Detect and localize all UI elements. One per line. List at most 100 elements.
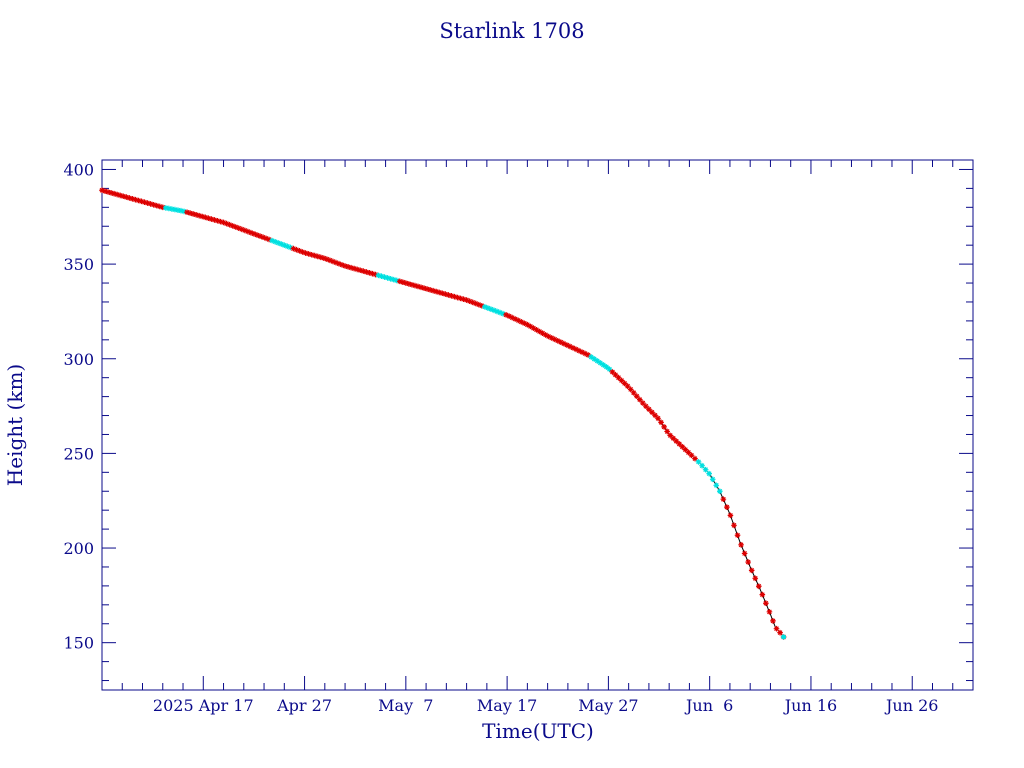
data-point-marker bbox=[582, 350, 588, 357]
data-point-marker bbox=[172, 206, 178, 213]
data-point-marker bbox=[193, 211, 199, 218]
data-point-marker bbox=[260, 234, 266, 241]
data-point-marker bbox=[709, 476, 716, 483]
data-point-marker bbox=[284, 243, 291, 250]
data-point-marker bbox=[384, 275, 391, 281]
data-point-marker bbox=[217, 218, 224, 225]
data-point-marker bbox=[652, 412, 658, 419]
data-point-marker bbox=[311, 252, 318, 259]
data-point-marker bbox=[153, 202, 160, 209]
data-point-marker bbox=[748, 567, 755, 574]
data-point-marker bbox=[387, 275, 394, 282]
data-point-marker bbox=[488, 306, 494, 312]
data-point-marker bbox=[242, 227, 248, 234]
data-point-marker bbox=[187, 210, 193, 216]
y-axis-label: Height (km) bbox=[3, 364, 27, 486]
data-point-marker bbox=[600, 362, 607, 368]
data-point-marker bbox=[302, 250, 309, 256]
data-point-marker bbox=[238, 226, 245, 233]
data-point-marker bbox=[129, 196, 136, 202]
data-point-marker bbox=[646, 406, 652, 413]
data-point-marker bbox=[178, 207, 184, 214]
data-point-marker bbox=[208, 216, 215, 222]
data-point-marker bbox=[317, 254, 324, 261]
data-point-marker bbox=[542, 332, 549, 338]
data-point-marker bbox=[281, 242, 288, 248]
data-point-marker bbox=[120, 193, 127, 200]
data-point-marker bbox=[333, 259, 339, 266]
data-point-marker bbox=[603, 364, 610, 370]
data-point-marker bbox=[633, 393, 640, 400]
data-point-marker bbox=[731, 522, 737, 529]
data-point-marker bbox=[636, 396, 643, 403]
data-point-marker bbox=[305, 251, 312, 257]
data-point-marker bbox=[308, 251, 315, 258]
data-point-marker bbox=[491, 307, 497, 314]
data-point-marker bbox=[688, 452, 695, 459]
x-tick-label: May 7 bbox=[378, 696, 433, 715]
y-tick-label: 200 bbox=[63, 539, 94, 558]
data-point-marker bbox=[475, 301, 482, 308]
data-point-marker bbox=[314, 253, 321, 260]
data-point-marker bbox=[727, 512, 734, 519]
data-point-marker bbox=[138, 198, 145, 205]
data-point-marker bbox=[682, 446, 689, 453]
data-point-marker bbox=[738, 542, 744, 548]
data-point-marker bbox=[403, 280, 409, 286]
data-point-marker bbox=[448, 293, 455, 299]
data-point-marker bbox=[781, 634, 787, 640]
data-point-marker bbox=[509, 314, 515, 321]
data-point-marker bbox=[399, 279, 406, 285]
data-point-marker bbox=[196, 212, 203, 219]
data-point-marker bbox=[545, 333, 552, 340]
data-point-marker bbox=[181, 208, 187, 215]
data-point-marker bbox=[144, 200, 151, 206]
data-point-marker bbox=[763, 600, 769, 607]
data-point-marker bbox=[163, 205, 169, 211]
data-point-marker bbox=[275, 240, 282, 246]
data-point-marker bbox=[150, 201, 157, 208]
data-point-marker bbox=[321, 255, 327, 261]
y-tick-label: 350 bbox=[63, 255, 94, 274]
data-point-marker bbox=[630, 390, 637, 396]
data-point-marker bbox=[293, 246, 300, 253]
y-tick-label: 400 bbox=[63, 160, 94, 179]
data-point-marker bbox=[248, 229, 254, 236]
data-point-marker bbox=[272, 238, 278, 245]
data-point-marker bbox=[621, 380, 628, 387]
data-point-marker bbox=[342, 263, 348, 269]
data-point-marker bbox=[624, 383, 631, 389]
data-point-marker bbox=[254, 232, 260, 238]
data-point-marker bbox=[439, 290, 446, 297]
data-point-marker bbox=[685, 449, 692, 456]
data-point-marker bbox=[418, 284, 424, 291]
data-point-marker bbox=[445, 292, 452, 298]
y-axis: 150 200 250 300 350 400 bbox=[63, 160, 973, 682]
data-point-marker bbox=[512, 316, 519, 322]
data-point-marker bbox=[606, 366, 613, 372]
data-point-marker bbox=[351, 265, 357, 272]
data-point-marker bbox=[664, 428, 670, 435]
data-point-marker bbox=[548, 335, 555, 341]
data-point-marker bbox=[777, 629, 783, 636]
data-point-marker bbox=[734, 532, 741, 539]
data-point-marker bbox=[375, 272, 382, 279]
data-point-marker bbox=[667, 432, 673, 439]
data-point-marker bbox=[557, 339, 564, 345]
data-point-marker bbox=[263, 235, 269, 242]
data-point-marker bbox=[699, 462, 705, 469]
data-point-marker bbox=[692, 455, 698, 462]
data-point-marker bbox=[421, 285, 427, 291]
data-point-marker bbox=[539, 330, 546, 336]
data-point-marker bbox=[640, 400, 646, 406]
data-point-marker bbox=[229, 223, 236, 229]
data-point-marker bbox=[695, 459, 702, 465]
x-tick-label: 2025 Apr 17 bbox=[153, 696, 254, 715]
data-point-marker bbox=[223, 220, 230, 227]
data-point-marker bbox=[627, 386, 634, 393]
x-tick-label: Jun 16 bbox=[783, 696, 837, 715]
data-point-marker bbox=[724, 504, 730, 510]
x-axis: 2025 Apr 17 Apr 27 May 7 May 17 May 27 Jun 6 J… bbox=[121, 160, 954, 715]
data-point-marker bbox=[770, 618, 776, 624]
